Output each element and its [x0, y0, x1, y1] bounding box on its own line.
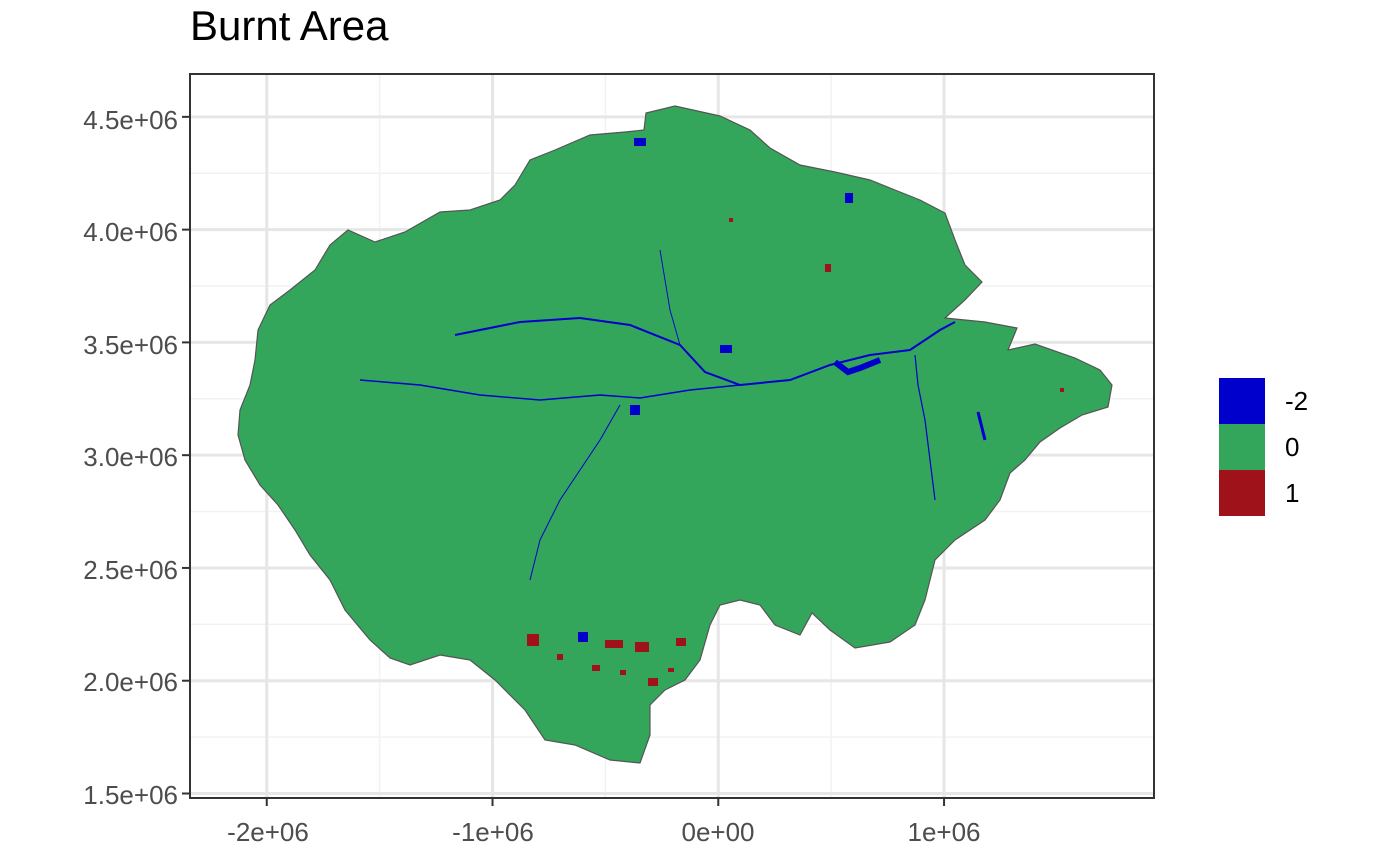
burnt-patch — [592, 665, 600, 671]
burnt-patch — [825, 264, 831, 272]
legend-key-land — [1219, 424, 1265, 470]
y-tick-label: 2.0e+06 — [83, 667, 178, 697]
panel-border — [189, 73, 1155, 799]
river-south-tributary — [529, 404, 621, 581]
water-patch-north — [634, 138, 646, 146]
burnt-patch — [648, 678, 658, 686]
chart-title: Burnt Area — [190, 2, 389, 49]
water-patch-south — [578, 632, 588, 642]
y-tick-label: 4.0e+06 — [83, 217, 178, 247]
water-patch-center — [630, 405, 640, 415]
x-tick-label: -1e+06 — [452, 817, 534, 847]
legend-label: 1 — [1285, 478, 1299, 508]
water-features — [359, 138, 987, 642]
burnt-patch — [635, 642, 649, 652]
water-patch-northeast — [845, 193, 853, 203]
river-south-branch — [359, 379, 741, 401]
burnt-patch — [1060, 388, 1064, 392]
x-tick-label: 0e+00 — [681, 817, 754, 847]
legend-key-burnt — [1219, 470, 1265, 516]
x-tick-label: 1e+06 — [907, 817, 980, 847]
burnt-patch — [557, 654, 563, 660]
river-east-channel — [833, 357, 882, 376]
river-east-tributary — [914, 354, 936, 501]
burnt-patch — [676, 638, 686, 646]
legend-label: 0 — [1285, 432, 1299, 462]
burnt-patches — [527, 218, 1064, 686]
river-east-small — [976, 411, 987, 441]
burnt-patch — [668, 668, 674, 672]
y-tick-label: 4.5e+06 — [83, 105, 178, 135]
water-patch-lake — [720, 345, 732, 353]
burnt-patch — [729, 218, 733, 222]
x-tick-label: -2e+06 — [227, 817, 309, 847]
x-axis: -2e+06 -1e+06 0e+00 1e+06 — [227, 798, 981, 847]
y-tick-label: 1.5e+06 — [83, 780, 178, 810]
y-tick-label: 3.5e+06 — [83, 330, 178, 360]
y-axis: 1.5e+06 2.0e+06 2.5e+06 3.0e+06 3.5e+06 … — [83, 105, 190, 810]
y-tick-label: 3.0e+06 — [83, 442, 178, 472]
legend: -2 0 1 — [1219, 378, 1308, 516]
burnt-patch — [605, 640, 623, 648]
legend-label: -2 — [1285, 386, 1308, 416]
amazon-basin-region — [237, 105, 1113, 764]
burnt-patch — [527, 634, 539, 646]
river-north-tributary — [659, 249, 681, 346]
legend-key-water — [1219, 378, 1265, 424]
y-tick-label: 2.5e+06 — [83, 555, 178, 585]
burnt-patch — [620, 670, 626, 675]
